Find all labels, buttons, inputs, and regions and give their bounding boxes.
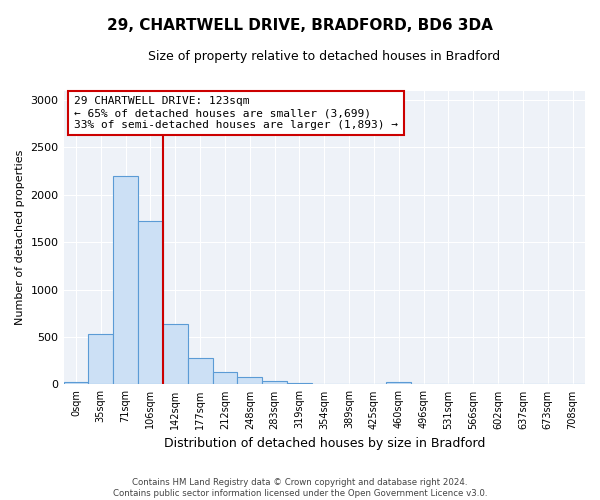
Bar bbox=[163, 324, 188, 384]
Text: Contains HM Land Registry data © Crown copyright and database right 2024.
Contai: Contains HM Land Registry data © Crown c… bbox=[113, 478, 487, 498]
Text: 29, CHARTWELL DRIVE, BRADFORD, BD6 3DA: 29, CHARTWELL DRIVE, BRADFORD, BD6 3DA bbox=[107, 18, 493, 32]
Bar bbox=[386, 382, 411, 384]
Y-axis label: Number of detached properties: Number of detached properties bbox=[15, 150, 25, 325]
Bar bbox=[64, 382, 88, 384]
Bar bbox=[212, 372, 238, 384]
Title: Size of property relative to detached houses in Bradford: Size of property relative to detached ho… bbox=[148, 50, 500, 63]
Bar bbox=[188, 358, 212, 384]
Bar bbox=[287, 383, 312, 384]
Bar bbox=[88, 334, 113, 384]
Bar bbox=[262, 381, 287, 384]
Text: 29 CHARTWELL DRIVE: 123sqm
← 65% of detached houses are smaller (3,699)
33% of s: 29 CHARTWELL DRIVE: 123sqm ← 65% of deta… bbox=[74, 96, 398, 130]
Bar bbox=[138, 222, 163, 384]
Bar bbox=[113, 176, 138, 384]
Bar bbox=[238, 378, 262, 384]
X-axis label: Distribution of detached houses by size in Bradford: Distribution of detached houses by size … bbox=[164, 437, 485, 450]
